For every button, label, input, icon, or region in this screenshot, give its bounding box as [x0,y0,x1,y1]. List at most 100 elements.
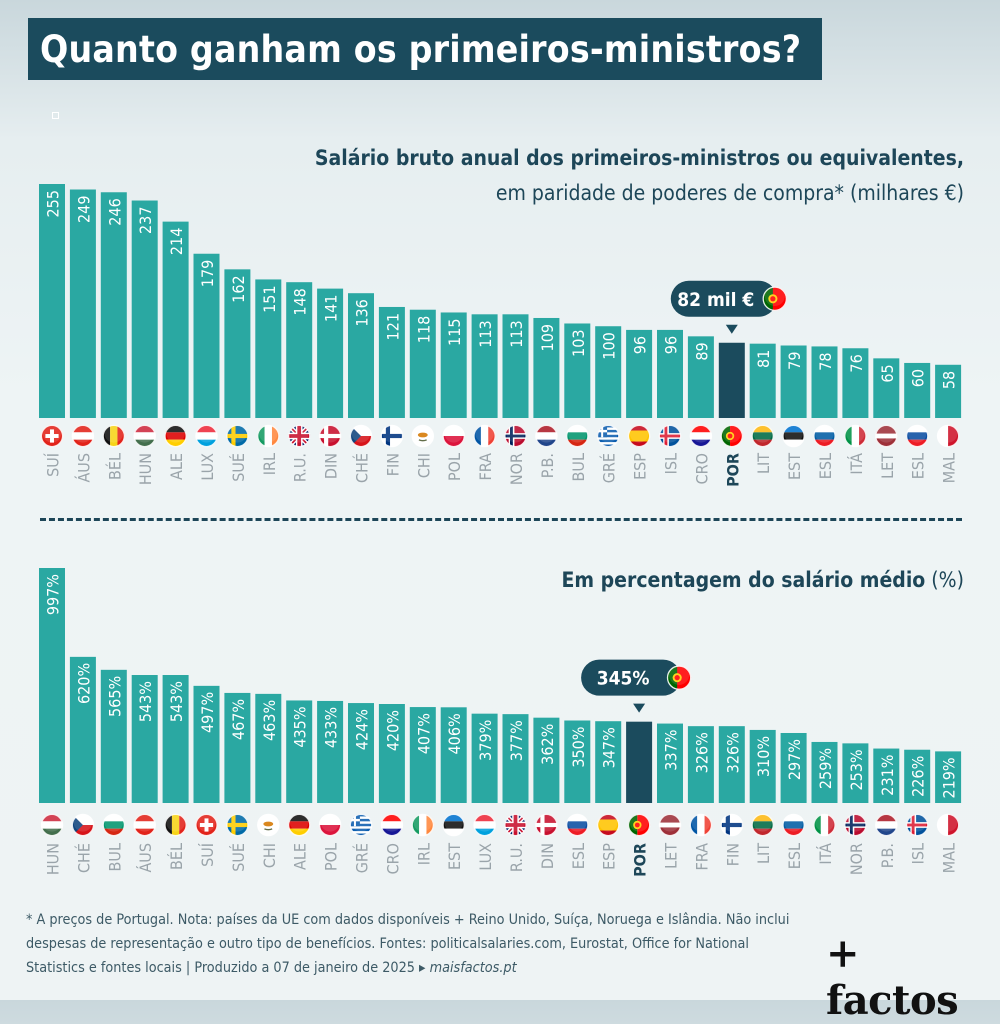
flag-gr-icon [349,813,373,837]
flag-si-icon [813,424,836,448]
bar-suí [39,184,65,418]
bar-value-label: 65 [878,364,897,382]
flag-lv-icon [875,424,898,448]
category-label: DIN [322,453,341,479]
bar-p.b. [533,317,560,418]
category-label: MAL [940,843,959,873]
bar-lux [193,253,220,418]
bar-value-label: 249 [74,196,93,223]
flag-it-icon [844,424,867,448]
brand-logo: + factos [826,930,959,1024]
bar-value-label: 253% [847,749,866,790]
bar-value-label: 259% [816,748,835,789]
flag-pt-icon [762,286,788,312]
bar-din [317,288,344,418]
category-label: ESL [569,843,588,869]
chart2-subtitle-unit: (%) [925,568,964,592]
category-label: BÉL [167,843,186,870]
bar-value-label: 109 [538,324,557,351]
bar-value-label: 76 [847,354,866,372]
chart-salary-pct: 997% HUN 620% CHÉ 565% BUL 543% ÁUS 543% BÉL 497% S… [39,568,962,877]
bar-esl [904,362,931,418]
flag-fr-icon [473,424,496,448]
category-label: BUL [105,843,124,871]
category-label: ISL [909,843,928,864]
chart1-subtitle: Salário bruto anual dos primeiros-minist… [315,141,964,211]
bar-value-label: 179 [198,260,217,287]
bar-value-label: 219% [940,757,959,798]
flag-se-icon [226,424,249,448]
bar-value-label: 89 [692,342,711,360]
category-label: POL [322,843,341,871]
flag-ch-icon [195,813,218,837]
bar-áus [69,189,96,418]
callout-value: 345% [597,668,650,690]
bar-value-label: 997% [44,574,63,615]
category-label: CRO [383,843,402,874]
category-label: CHI [414,453,433,478]
bar-irl [255,279,282,418]
flag-hu-icon [40,813,64,837]
bar-let [873,358,900,418]
category-label: GRÉ [353,843,372,873]
bar-ché [348,293,374,418]
category-label: SUÍ [198,843,217,867]
flag-no-icon [504,424,527,448]
title-banner: Quanto ganham os primeiros-ministros? [28,18,822,80]
bar-value-label: 113 [476,320,495,347]
flag-nl-icon [535,424,558,448]
flag-es-icon [627,424,651,448]
chart1-subtitle-line2: em paridade de poderes de compra* (milha… [495,181,964,205]
bar-r.u. [502,714,529,803]
bar-nor [502,314,529,418]
flag-cz-icon [71,813,95,837]
bar-value-label: 620% [74,663,93,704]
bar-isl [904,749,931,803]
bar-suí [193,685,220,803]
bar-value-label: 497% [198,692,217,733]
bar-p.b. [873,748,900,803]
bar-din [533,717,560,803]
flag-at-icon [133,813,156,837]
chart2-subtitle: Em percentagem do salário médio (%) [561,568,964,592]
bar-cro [378,704,405,803]
bar-fin [378,306,405,418]
bar-bél [162,675,189,803]
flag-ie-icon [411,813,435,837]
category-label: CRO [692,453,711,484]
flag-no-icon [844,813,867,837]
flag-si-icon [782,813,805,837]
bar-value-label: 148 [291,288,310,315]
bar-value-label: 350% [569,727,588,768]
bar-mal [935,364,962,418]
flag-pt-icon [720,424,744,448]
flag-de-icon [164,424,187,448]
bar-esl [811,346,838,418]
flag-gb-icon [287,424,311,448]
flag-bg-icon [102,813,126,837]
flag-hu-icon [133,424,156,448]
category-label: FRA [692,843,711,871]
category-label: ESL [816,453,835,479]
bar-lit [749,343,776,418]
bar-hun [39,568,65,803]
bar-r.u. [286,282,313,418]
flag-is-icon [905,813,929,837]
flag-pl-icon [318,813,342,837]
bar-value-label: 420% [383,710,402,751]
chart2-subtitle-bold: Em percentagem do salário médio [561,568,926,592]
bar-value-label: 58 [940,371,959,389]
flag-pt-icon [627,813,651,837]
flag-lu-icon [473,813,496,837]
source-link[interactable]: ▸ maisfactos.pt [419,960,517,976]
flag-bg-icon [566,424,589,448]
bar-value-label: 79 [785,352,804,370]
bar-value-label: 362% [538,724,557,765]
category-label: ITÁ [847,453,866,475]
bar-value-label: 297% [785,739,804,780]
flag-ee-icon [782,424,805,448]
flag-ch-icon [40,424,64,448]
bar-por [718,342,745,418]
flag-lu-icon [195,424,218,448]
category-label: ESP [600,843,619,870]
